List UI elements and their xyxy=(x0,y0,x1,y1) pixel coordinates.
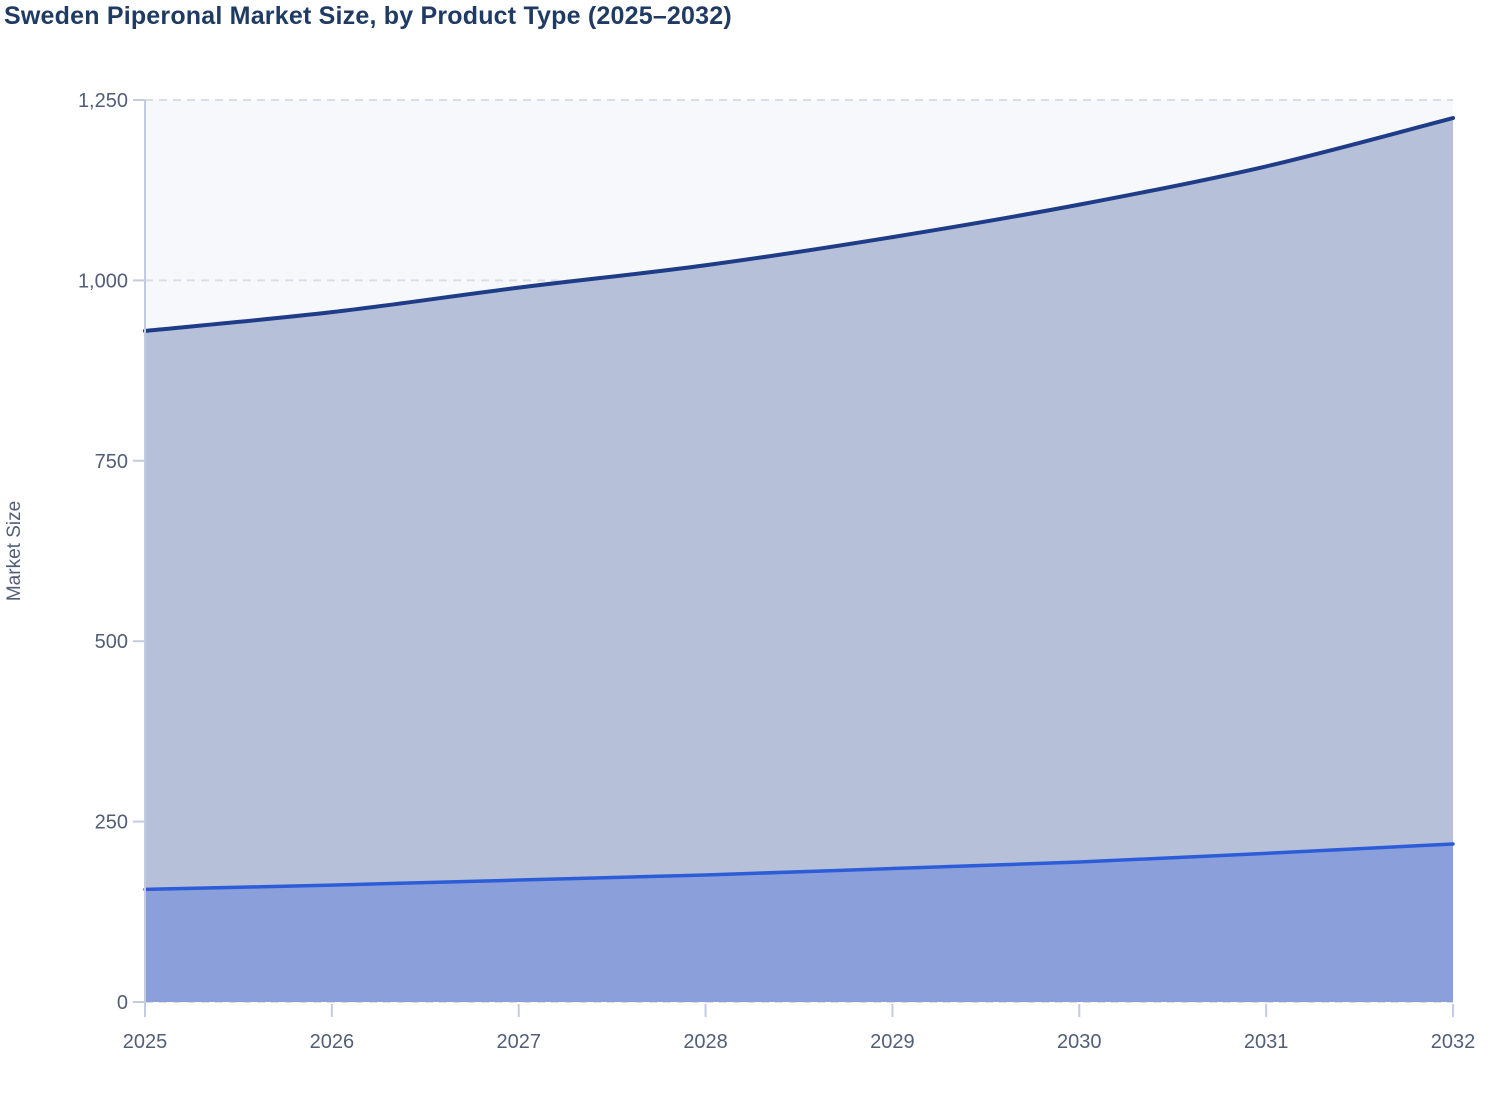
x-tick-label: 2026 xyxy=(310,1031,355,1053)
x-tick-label: 2025 xyxy=(123,1031,168,1053)
area-upper-series xyxy=(145,118,1453,1003)
line-lower-series xyxy=(143,842,1455,892)
y-axis-title: Market Size xyxy=(4,501,25,601)
x-tick-label: 2029 xyxy=(870,1031,915,1053)
y-tick-label: 1,000 xyxy=(78,270,128,292)
x-tick-label: 2030 xyxy=(1057,1031,1102,1053)
x-tick-label: 2028 xyxy=(683,1031,728,1053)
y-tick-label: 250 xyxy=(95,812,128,834)
x-tick-label: 2031 xyxy=(1244,1031,1289,1053)
line-upper-series xyxy=(143,116,1455,333)
area-lower-series xyxy=(145,843,1453,1002)
chart-title: Sweden Piperonal Market Size, by Product… xyxy=(4,2,732,30)
y-tick-label: 1,250 xyxy=(78,90,128,112)
y-tick-label: 500 xyxy=(95,631,128,653)
x-tick-label: 2032 xyxy=(1431,1031,1476,1053)
y-tick-label: 0 xyxy=(117,992,128,1014)
y-tick-label: 750 xyxy=(95,451,128,473)
x-tick-label: 2027 xyxy=(496,1031,541,1053)
